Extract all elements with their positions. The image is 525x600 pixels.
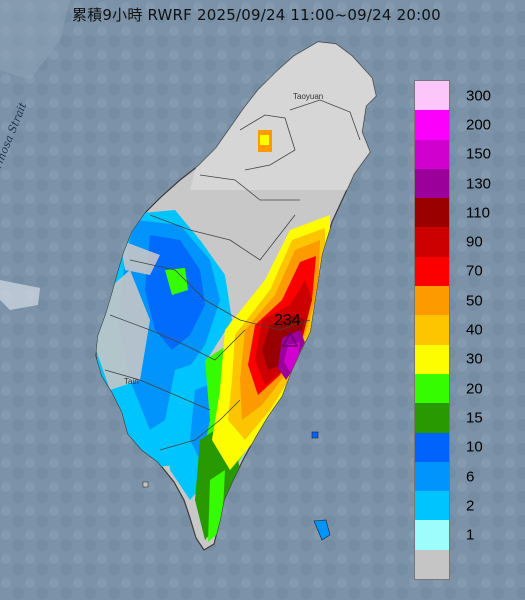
legend-label: 90 [466, 233, 483, 251]
legend-swatch [415, 315, 449, 345]
green-island [311, 431, 319, 439]
legend-label: 15 [466, 409, 483, 427]
legend-swatch [415, 168, 449, 199]
max-marker-icon [281, 331, 299, 347]
legend-swatch [415, 461, 449, 492]
legend-swatch [415, 491, 449, 521]
legend-swatch [415, 373, 449, 404]
color-legend [414, 80, 450, 581]
orchid-island [313, 519, 331, 541]
legend-label: 1 [466, 526, 475, 544]
cloud-patch [0, 280, 40, 310]
legend-swatch [415, 139, 449, 169]
legend-label: 20 [466, 380, 483, 398]
legend-label: 200 [466, 116, 492, 134]
legend-label: 70 [466, 262, 483, 280]
legend-swatch [415, 198, 449, 228]
islet [142, 481, 149, 488]
legend-swatch [415, 403, 449, 433]
legend-swatch [415, 110, 449, 140]
cloud-patch [0, 0, 70, 80]
legend-label: 110 [466, 204, 490, 222]
legend-swatch [415, 549, 449, 580]
legend-label: 150 [466, 145, 492, 163]
city-label-tainan: Tain [124, 377, 139, 386]
legend-label: 10 [466, 438, 483, 456]
legend-label: 50 [466, 292, 483, 310]
legend-swatch [415, 81, 449, 111]
max-rainfall-value: 234 [274, 312, 301, 329]
legend-label: 300 [466, 87, 492, 105]
legend-swatch [415, 432, 449, 462]
legend-swatch [415, 286, 449, 316]
legend-label: 6 [466, 468, 475, 486]
legend-label: 130 [466, 175, 492, 193]
city-label-taoyuan: Taoyuan [293, 92, 324, 101]
legend-label: 30 [466, 350, 483, 368]
county-boundaries [104, 99, 361, 451]
legend-swatch [415, 520, 449, 550]
legend-swatch [415, 227, 449, 257]
legend-swatch [415, 344, 449, 374]
legend-swatch [415, 256, 449, 287]
map-title: 累積9小時 RWRF 2025/09/24 11:00~09/24 20:00 [72, 6, 441, 24]
legend-label: 40 [466, 321, 483, 339]
legend-label: 2 [466, 497, 475, 515]
